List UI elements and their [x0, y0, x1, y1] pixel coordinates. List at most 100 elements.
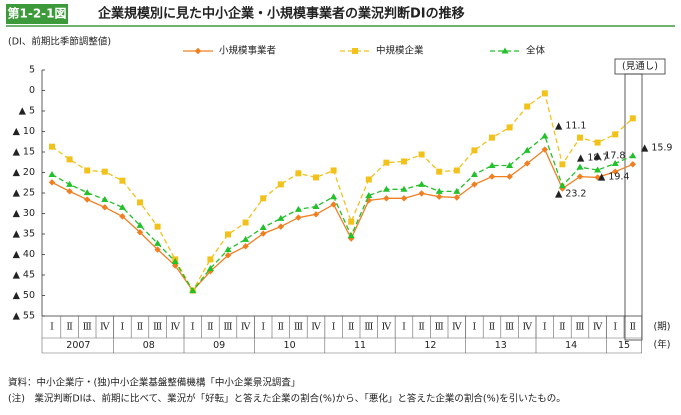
marker	[242, 243, 249, 250]
series-line	[51, 148, 634, 292]
marker	[48, 179, 56, 186]
year-label: 08	[143, 340, 155, 351]
x-tick-label: Ⅱ	[66, 322, 72, 333]
marker	[541, 90, 548, 97]
series-line	[51, 92, 634, 292]
marker	[348, 218, 355, 225]
marker	[330, 193, 338, 200]
marker	[629, 115, 636, 122]
marker	[418, 151, 425, 158]
marker	[453, 167, 460, 174]
marker	[524, 160, 531, 167]
y-tick-label: 5	[29, 65, 35, 76]
marker	[471, 181, 478, 188]
y-tick-label: ▲ 20	[13, 167, 35, 178]
x-tick-label: Ⅰ	[332, 322, 336, 333]
marker	[136, 229, 144, 236]
marker	[382, 185, 390, 192]
year-label: 11	[354, 340, 366, 351]
x-tick-label: Ⅰ	[402, 322, 406, 333]
marker	[435, 187, 443, 194]
marker	[576, 163, 584, 170]
x-tick-label: Ⅳ	[382, 322, 392, 333]
marker	[118, 203, 126, 210]
x-tick-label: Ⅰ	[543, 322, 547, 333]
marker	[401, 158, 407, 165]
marker	[629, 152, 637, 159]
annotation: ▲ 18.7	[577, 153, 608, 164]
marker	[84, 167, 91, 174]
marker	[594, 139, 601, 146]
marker	[207, 256, 214, 263]
y-tick-label: ▲ 15	[13, 147, 35, 158]
y-tick-label: ▲ 40	[13, 249, 35, 260]
marker	[365, 176, 372, 183]
marker	[470, 171, 478, 178]
marker	[313, 174, 319, 181]
marker	[506, 173, 513, 180]
marker	[594, 174, 601, 181]
marker	[225, 231, 231, 238]
marker	[347, 232, 355, 239]
marker	[594, 166, 602, 173]
x-tick-label: Ⅲ	[223, 322, 232, 333]
x-tick-label: Ⅱ	[418, 322, 424, 333]
marker	[137, 199, 143, 206]
legend-label: 中規模企業	[376, 45, 424, 57]
marker	[206, 264, 214, 271]
y-tick-label: ▲ 25	[13, 188, 35, 199]
marker	[84, 196, 91, 203]
marker	[559, 161, 566, 168]
x-tick-label: Ⅱ	[630, 322, 636, 333]
y-tick-label: ▲ 35	[13, 229, 35, 240]
marker	[136, 221, 144, 228]
marker	[154, 239, 162, 246]
marker	[66, 156, 73, 163]
legend-label: 小規模事業者	[219, 45, 276, 57]
x-tick-label: Ⅱ	[559, 322, 565, 333]
marker	[612, 168, 619, 175]
annotation: ▲ 19.4	[598, 172, 629, 183]
marker	[295, 170, 302, 177]
x-tick-label: Ⅰ	[121, 322, 125, 333]
x-tick-label: Ⅲ	[435, 322, 444, 333]
year-label: 14	[565, 340, 577, 351]
marker	[612, 131, 619, 138]
x-tick-label: Ⅰ	[473, 322, 477, 333]
y-tick-label: ▲ 30	[13, 208, 35, 219]
x-tick-label: Ⅱ	[278, 322, 284, 333]
x-tick-label: Ⅳ	[311, 322, 321, 333]
x-tick-label: Ⅰ	[191, 322, 195, 333]
x-tick-label: Ⅰ	[613, 322, 617, 333]
x-tick-label: Ⅳ	[452, 322, 462, 333]
year-label: 12	[424, 340, 436, 351]
marker	[48, 171, 56, 178]
x-tick-label: Ⅱ	[137, 322, 143, 333]
y-tick-label: ▲ 45	[13, 270, 35, 281]
marker	[453, 194, 460, 201]
marker	[576, 173, 584, 180]
marker	[260, 195, 267, 202]
marker	[383, 195, 390, 202]
figure-badge	[6, 4, 68, 24]
year-label: 2007	[66, 340, 90, 351]
marker	[119, 177, 126, 184]
year-label: 10	[284, 340, 296, 351]
marker	[119, 213, 126, 220]
year-label: 13	[495, 340, 507, 351]
note: (注) 業況判断DIは、前期に比べて、業況が「好転」と答えた企業の割合(%)から…	[8, 393, 566, 405]
x-tick-label: Ⅳ	[593, 322, 603, 333]
legend-label: 全体	[526, 45, 546, 57]
marker	[365, 191, 373, 198]
x-tick-label: Ⅲ	[575, 322, 584, 333]
marker	[488, 162, 496, 169]
marker	[558, 182, 566, 189]
marker	[506, 162, 514, 169]
figure-label: 第1-2-1図	[7, 6, 66, 21]
marker	[436, 168, 443, 175]
marker	[154, 246, 161, 253]
x-tick-label: Ⅱ	[489, 322, 495, 333]
marker	[277, 214, 285, 221]
quarter-unit: (期)	[654, 322, 671, 333]
